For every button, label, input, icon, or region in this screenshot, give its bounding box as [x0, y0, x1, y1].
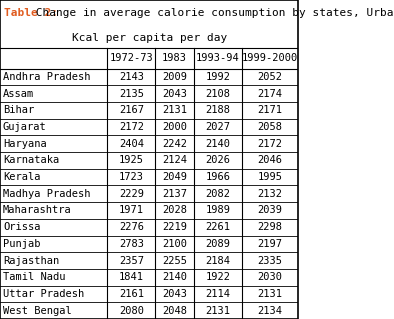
- Text: Rajasthan: Rajasthan: [3, 256, 59, 266]
- Text: 2335: 2335: [258, 256, 282, 266]
- Text: 2039: 2039: [258, 205, 282, 216]
- Text: 1992: 1992: [205, 72, 230, 82]
- Text: 1922: 1922: [205, 272, 230, 282]
- Text: 2131: 2131: [258, 289, 282, 299]
- Text: 1989: 1989: [205, 205, 230, 216]
- Text: 2197: 2197: [258, 239, 282, 249]
- Text: 2124: 2124: [162, 155, 187, 166]
- Text: Assam: Assam: [3, 89, 34, 99]
- Text: 2143: 2143: [119, 72, 144, 82]
- Text: Kcal per capita per day: Kcal per capita per day: [72, 33, 227, 43]
- Text: 1841: 1841: [119, 272, 144, 282]
- Text: 2357: 2357: [119, 256, 144, 266]
- Text: 2026: 2026: [205, 155, 230, 166]
- Text: Gujarat: Gujarat: [3, 122, 47, 132]
- Text: 1983: 1983: [162, 53, 187, 63]
- Text: West Bengal: West Bengal: [3, 306, 72, 316]
- Text: Orissa: Orissa: [3, 222, 41, 232]
- Text: 2030: 2030: [258, 272, 282, 282]
- Text: 2167: 2167: [119, 105, 144, 115]
- Text: Uttar Pradesh: Uttar Pradesh: [3, 289, 84, 299]
- Text: 2135: 2135: [119, 89, 144, 99]
- Text: 1995: 1995: [258, 172, 282, 182]
- Text: 1925: 1925: [119, 155, 144, 166]
- Text: 1971: 1971: [119, 205, 144, 216]
- Text: 2161: 2161: [119, 289, 144, 299]
- Text: 2000: 2000: [162, 122, 187, 132]
- Text: 2049: 2049: [162, 172, 187, 182]
- Text: 2046: 2046: [258, 155, 282, 166]
- Text: 2043: 2043: [162, 289, 187, 299]
- Text: 2276: 2276: [119, 222, 144, 232]
- Text: 2048: 2048: [162, 306, 187, 316]
- Text: Karnataka: Karnataka: [3, 155, 59, 166]
- Text: 2058: 2058: [258, 122, 282, 132]
- Text: Maharashtra: Maharashtra: [3, 205, 72, 216]
- Text: 2132: 2132: [258, 189, 282, 199]
- Text: 2219: 2219: [162, 222, 187, 232]
- Text: 2100: 2100: [162, 239, 187, 249]
- Text: Tamil Nadu: Tamil Nadu: [3, 272, 65, 282]
- Text: 1966: 1966: [205, 172, 230, 182]
- Text: Andhra Pradesh: Andhra Pradesh: [3, 72, 91, 82]
- Text: 2172: 2172: [119, 122, 144, 132]
- Text: 2027: 2027: [205, 122, 230, 132]
- Text: 2009: 2009: [162, 72, 187, 82]
- Text: 2089: 2089: [205, 239, 230, 249]
- Text: 2140: 2140: [162, 272, 187, 282]
- Text: Madhya Pradesh: Madhya Pradesh: [3, 189, 91, 199]
- Text: 2188: 2188: [205, 105, 230, 115]
- Text: Change in average calorie consumption by states, Urban: Change in average calorie consumption by…: [29, 8, 394, 18]
- Text: 2171: 2171: [258, 105, 282, 115]
- Text: 2114: 2114: [205, 289, 230, 299]
- Text: 1999-2000: 1999-2000: [242, 53, 298, 63]
- Text: Punjab: Punjab: [3, 239, 41, 249]
- Text: 2131: 2131: [205, 306, 230, 316]
- Text: Haryana: Haryana: [3, 139, 47, 149]
- Text: Kerala: Kerala: [3, 172, 41, 182]
- Text: 1723: 1723: [119, 172, 144, 182]
- Text: 2242: 2242: [162, 139, 187, 149]
- Text: 2052: 2052: [258, 72, 282, 82]
- Text: 1993-94: 1993-94: [196, 53, 240, 63]
- Text: 2043: 2043: [162, 89, 187, 99]
- Text: 2174: 2174: [258, 89, 282, 99]
- Text: 2140: 2140: [205, 139, 230, 149]
- Text: 2172: 2172: [258, 139, 282, 149]
- Text: 2783: 2783: [119, 239, 144, 249]
- Text: 2404: 2404: [119, 139, 144, 149]
- Text: 2255: 2255: [162, 256, 187, 266]
- Text: 2028: 2028: [162, 205, 187, 216]
- Text: 2137: 2137: [162, 189, 187, 199]
- Text: Table 2:: Table 2:: [4, 8, 58, 18]
- Text: 2298: 2298: [258, 222, 282, 232]
- Text: 2184: 2184: [205, 256, 230, 266]
- Text: Bihar: Bihar: [3, 105, 34, 115]
- Text: 2082: 2082: [205, 189, 230, 199]
- Text: 2131: 2131: [162, 105, 187, 115]
- Text: 2080: 2080: [119, 306, 144, 316]
- Text: 2134: 2134: [258, 306, 282, 316]
- Text: 1972-73: 1972-73: [110, 53, 153, 63]
- Text: 2108: 2108: [205, 89, 230, 99]
- Text: 2261: 2261: [205, 222, 230, 232]
- Text: 2229: 2229: [119, 189, 144, 199]
